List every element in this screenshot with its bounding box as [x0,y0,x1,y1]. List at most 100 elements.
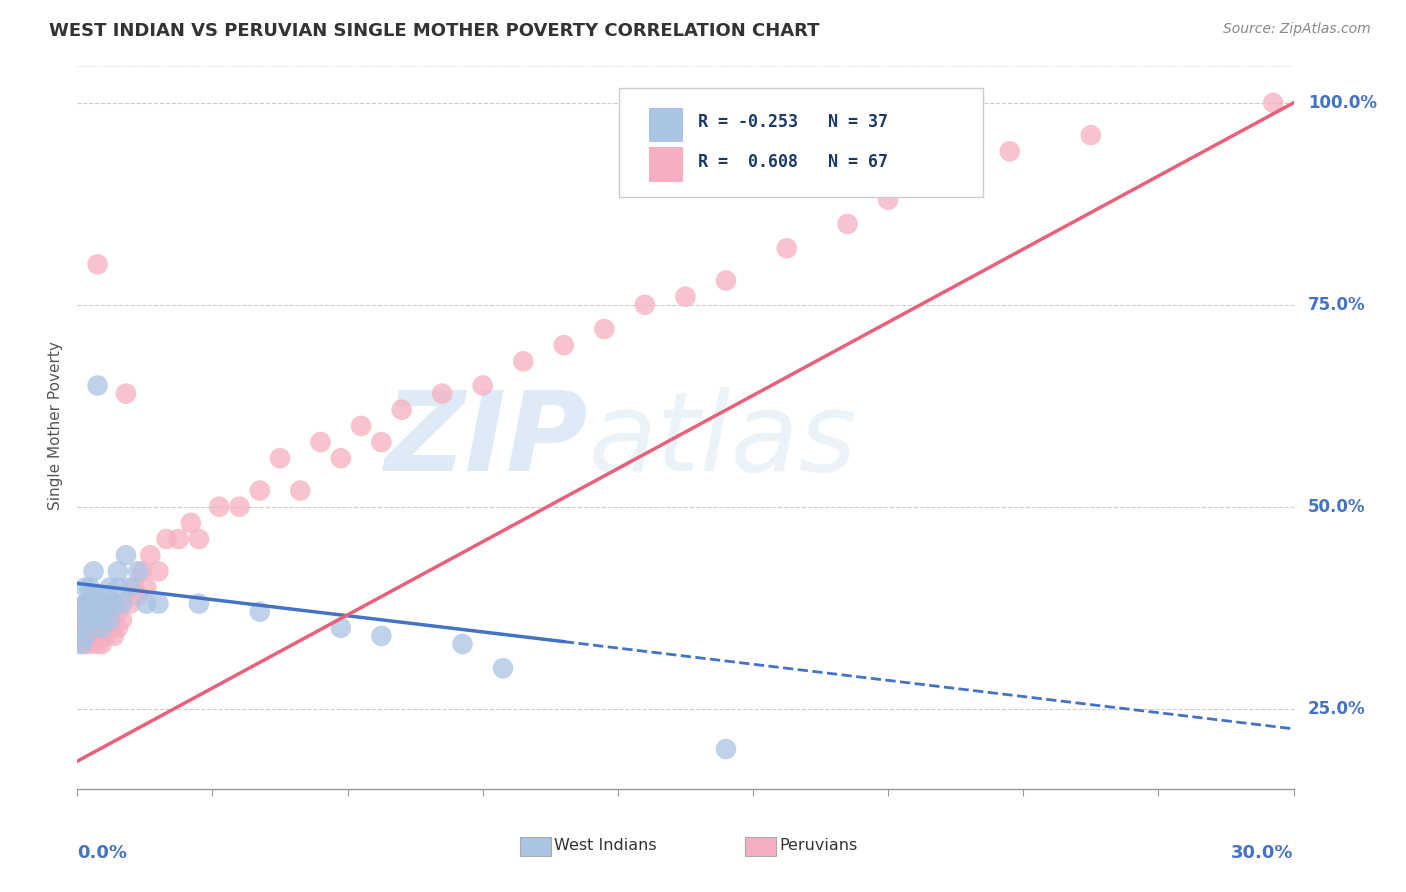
Point [94,613,117,627]
Bar [650,147,683,182]
Point [75,637,97,651]
Point [83,597,105,611]
Point [938,177,960,191]
Point [98,605,121,619]
Point [228,500,250,514]
Point [553,338,575,352]
Point [593,322,616,336]
Point [1080,128,1102,143]
Text: WEST INDIAN VS PERUVIAN SINGLE MOTHER POVERTY CORRELATION CHART: WEST INDIAN VS PERUVIAN SINGLE MOTHER PO… [49,22,820,40]
Point [329,451,352,466]
Point [83,565,105,579]
Point [122,581,145,595]
Point [86,637,108,651]
Point [167,532,190,546]
Point [79,613,101,627]
Point [118,597,141,611]
Point [94,589,117,603]
Point [75,597,97,611]
Point [79,581,101,595]
Point [1263,95,1285,110]
Text: 50.0%: 50.0% [1308,498,1365,516]
Text: 25.0%: 25.0% [1308,699,1365,718]
Point [86,378,108,392]
Point [139,548,162,562]
Point [208,500,231,514]
Point [290,483,312,498]
Bar [650,108,683,143]
Text: ZIP: ZIP [385,387,588,494]
Point [370,629,392,643]
Point [103,597,125,611]
Point [103,597,125,611]
Point [188,597,211,611]
Text: 100.0%: 100.0% [1308,94,1376,112]
Y-axis label: Single Mother Poverty: Single Mother Poverty [48,342,63,510]
Point [115,386,138,401]
Point [75,581,97,595]
Point [75,613,97,627]
Point [75,605,97,619]
Point [309,435,332,450]
Point [492,661,515,675]
Point [94,629,117,643]
Point [675,290,697,304]
Point [249,605,271,619]
Point [83,605,105,619]
Point [249,483,271,498]
Point [79,637,101,651]
Point [350,419,373,434]
Point [83,613,105,627]
Point [86,597,108,611]
Point [83,589,105,603]
Point [155,532,177,546]
Point [90,621,112,635]
Point [70,637,93,651]
Text: R =  0.608   N = 67: R = 0.608 N = 67 [697,153,887,171]
Point [107,621,129,635]
Point [94,605,117,619]
Point [79,597,101,611]
Text: 75.0%: 75.0% [1308,296,1365,314]
Point [75,629,97,643]
Point [83,629,105,643]
Text: atlas: atlas [588,387,856,494]
Point [115,548,138,562]
Text: Source: ZipAtlas.com: Source: ZipAtlas.com [1223,22,1371,37]
Point [877,193,900,207]
Point [714,742,737,756]
Point [86,257,108,271]
Point [634,298,657,312]
Point [70,605,93,619]
Point [90,621,112,635]
Point [111,597,134,611]
Point [90,637,112,651]
Point [451,637,474,651]
Point [370,435,392,450]
Text: Peruvians: Peruvians [779,838,858,853]
Point [512,354,534,368]
Point [135,581,157,595]
Point [90,597,112,611]
Point [75,597,97,611]
Point [714,274,737,288]
FancyBboxPatch shape [619,88,983,197]
Point [188,532,211,546]
Point [98,613,121,627]
Point [86,605,108,619]
Text: 30.0%: 30.0% [1232,844,1294,862]
Point [135,597,157,611]
Point [90,597,112,611]
Point [998,145,1021,159]
Point [107,565,129,579]
Point [111,613,134,627]
Point [86,613,108,627]
Point [70,621,93,635]
Point [127,565,149,579]
Text: 0.0%: 0.0% [77,844,128,862]
Text: West Indians: West Indians [554,838,657,853]
Point [79,629,101,643]
Point [776,241,799,255]
Point [79,613,101,627]
Point [75,621,97,635]
